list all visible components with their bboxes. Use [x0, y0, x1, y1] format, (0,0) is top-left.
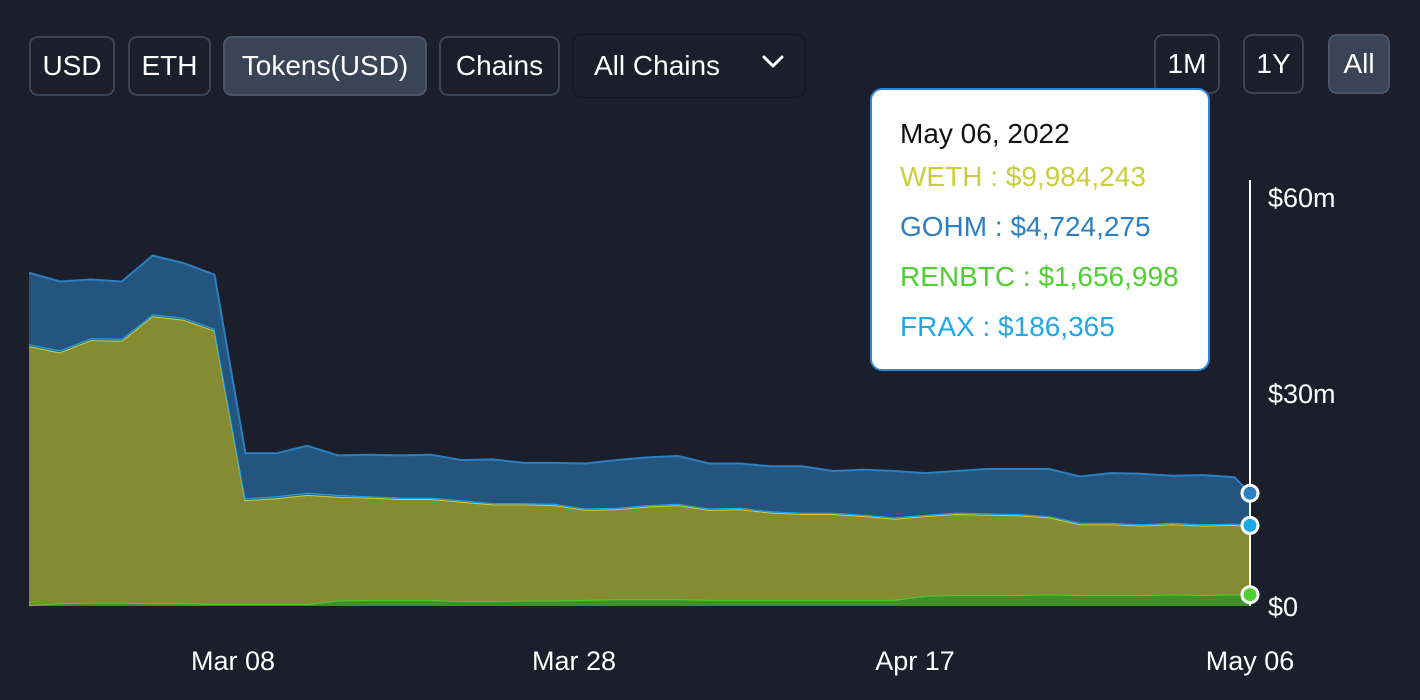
area-weth	[29, 316, 1250, 606]
x-axis-ticks: Mar 08 Mar 28 Apr 17 May 06	[191, 646, 1294, 676]
y-tick-label: $0	[1268, 592, 1298, 622]
y-axis-ticks: $60m $30m $0	[1268, 183, 1336, 622]
chain-select-value: All Chains	[594, 50, 721, 81]
chart-areas	[28, 254, 1251, 607]
tooltip-date: May 06, 2022	[900, 118, 1070, 149]
hover-dot-gohm	[1240, 483, 1260, 503]
hover-dots	[1240, 483, 1260, 605]
usd-button[interactable]: USD	[29, 36, 115, 96]
tooltip-row-frax: FRAX : $186,365	[900, 311, 1115, 342]
chain-select[interactable]: All Chains	[572, 34, 806, 98]
y-tick-label: $60m	[1268, 183, 1336, 213]
range-1y-button[interactable]: 1Y	[1243, 34, 1304, 94]
x-tick-label: Mar 08	[191, 646, 275, 676]
tooltip-row-renbtc: RENBTC : $1,656,998	[900, 261, 1179, 292]
chart-tooltip: May 06, 2022 WETH : $9,984,243 GOHM : $4…	[870, 88, 1210, 371]
hover-dot-renbtc	[1240, 585, 1260, 605]
tokens-usd-button[interactable]: Tokens(USD)	[223, 36, 427, 96]
range-1m-button[interactable]: 1M	[1154, 34, 1220, 94]
y-tick-label: $30m	[1268, 379, 1336, 409]
chains-button[interactable]: Chains	[439, 36, 560, 96]
x-tick-label: May 06	[1206, 646, 1295, 676]
chevron-down-icon[interactable]	[762, 54, 784, 70]
tooltip-row-weth: WETH : $9,984,243	[900, 161, 1146, 192]
hover-dot-frax	[1240, 515, 1260, 535]
tooltip-row-gohm: GOHM : $4,724,275	[900, 211, 1151, 242]
eth-button[interactable]: ETH	[128, 36, 211, 96]
x-tick-label: Mar 28	[532, 646, 616, 676]
range-all-button[interactable]: All	[1328, 34, 1390, 94]
area-gohm	[29, 255, 1250, 526]
series-line-gohm	[28, 254, 1251, 494]
x-tick-label: Apr 17	[875, 646, 955, 676]
